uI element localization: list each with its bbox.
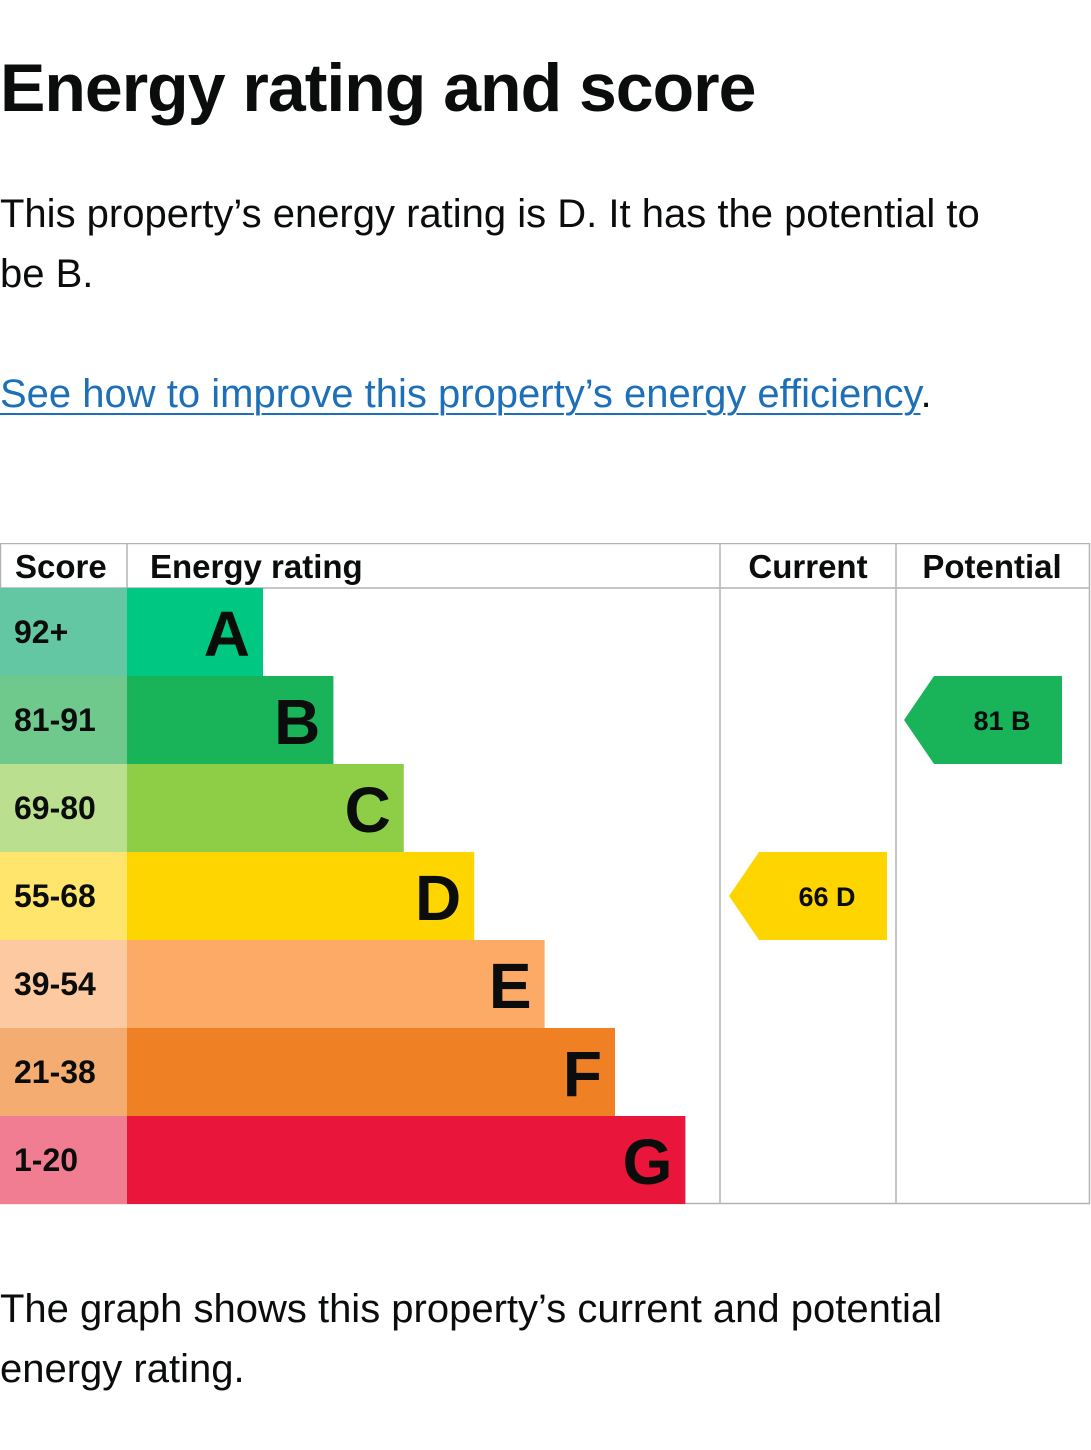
band-letter-b: B — [274, 686, 320, 758]
potential-rating-label: 81 B — [973, 706, 1030, 736]
band-bar-f — [127, 1028, 615, 1116]
band-bar-b — [127, 676, 334, 764]
column-headers: Score Energy rating Current Potential — [15, 548, 1062, 585]
score-cell-d — [0, 852, 127, 940]
header-score: Score — [15, 548, 107, 585]
score-label-e: 39-54 — [14, 966, 96, 1002]
score-cell-g — [0, 1116, 127, 1204]
score-label-f: 21-38 — [14, 1054, 96, 1090]
header-energy-rating: Energy rating — [150, 548, 363, 585]
band-letter-g: G — [623, 1126, 673, 1198]
band-bar-e — [127, 940, 545, 1028]
band-bar-g — [127, 1116, 686, 1204]
improve-efficiency-link[interactable]: See how to improve this property’s energ… — [0, 372, 921, 416]
band-bar-a — [127, 588, 263, 676]
rating-bands: 92+ A 81-91 B 69-80 C 55-68 D 39-54 E 21-38 F 1-20 G — [0, 588, 686, 1204]
potential-rating-arrow — [904, 676, 1062, 764]
band-letter-c: C — [345, 774, 391, 846]
score-label-d: 55-68 — [14, 878, 96, 914]
score-label-g: 1-20 — [14, 1142, 78, 1178]
current-rating-label: 66 D — [798, 882, 855, 912]
score-cell-a — [0, 588, 127, 676]
band-letter-e: E — [489, 950, 532, 1022]
graph-caption: The graph shows this property’s current … — [0, 1287, 943, 1391]
band-bar-c — [127, 764, 404, 852]
header-current: Current — [748, 548, 867, 585]
score-cell-e — [0, 940, 127, 1028]
score-label-b: 81-91 — [14, 702, 96, 738]
band-letter-f: F — [563, 1038, 602, 1110]
band-letter-d: D — [415, 862, 461, 934]
page-title: Energy rating and score — [0, 50, 756, 126]
score-cell-c — [0, 764, 127, 852]
score-cell-b — [0, 676, 127, 764]
score-cell-f — [0, 1028, 127, 1116]
score-label-c: 69-80 — [14, 790, 96, 826]
header-potential: Potential — [922, 548, 1061, 585]
current-rating-arrow — [729, 852, 887, 940]
energy-rating-summary: This property’s energy rating is D. It h… — [0, 192, 980, 296]
band-letter-a: A — [204, 598, 250, 670]
improve-link-suffix: . — [920, 372, 932, 416]
score-label-a: 92+ — [14, 614, 68, 650]
epc-chart: Score Energy rating Current Potential 92+ A 8… — [0, 543, 1091, 1205]
improve-paragraph: See how to improve this property’s energ… — [0, 364, 980, 424]
rating-markers: 66 D 81 B — [729, 676, 1062, 940]
band-bar-d — [127, 852, 475, 940]
